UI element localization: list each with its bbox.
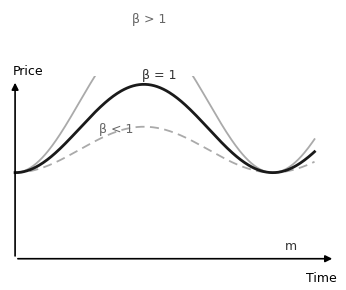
Text: β < 1: β < 1: [99, 123, 133, 136]
Text: β > 1: β > 1: [131, 13, 166, 26]
Text: Time: Time: [306, 272, 337, 285]
Text: Price: Price: [13, 65, 44, 78]
Text: m: m: [285, 240, 297, 253]
Text: β = 1: β = 1: [142, 69, 176, 82]
